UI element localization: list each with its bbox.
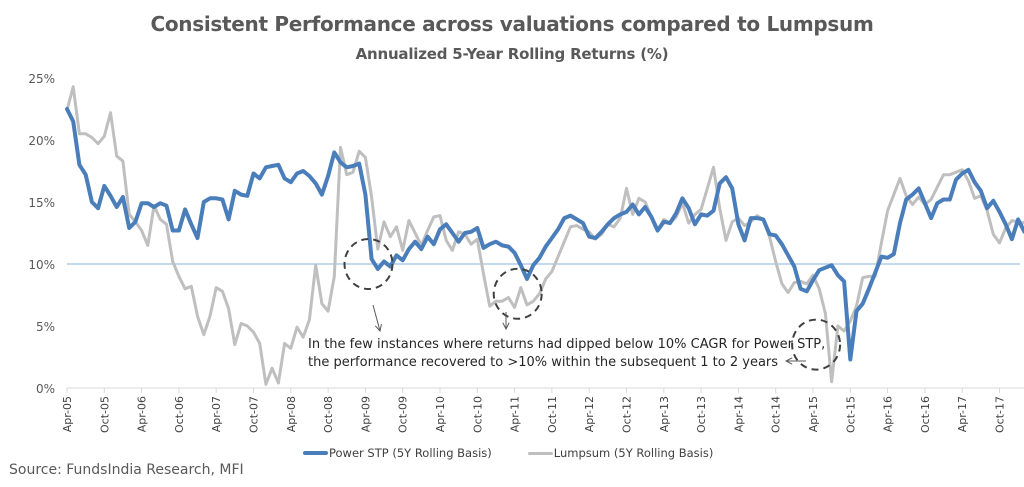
- annotation-line-1: In the few instances where returns had d…: [308, 337, 826, 352]
- x-tick-label: Oct-13: [695, 396, 708, 433]
- y-tick-label: 15%: [28, 196, 55, 210]
- arrow-shaft: [372, 304, 381, 332]
- x-tick-label: Oct-05: [98, 396, 111, 433]
- x-tick-label: Oct-10: [471, 396, 484, 433]
- arrow-head: [784, 357, 793, 365]
- x-tick-label: Apr-05: [61, 396, 74, 432]
- legend-swatch-power-stp: [303, 451, 328, 455]
- legend: Power STP (5Y Rolling Basis) Lumpsum (5Y…: [303, 446, 749, 460]
- x-tick-label: Apr-12: [583, 396, 596, 432]
- arrow-head: [502, 322, 510, 331]
- annotation-circle: [791, 318, 842, 371]
- x-tick-label: Apr-08: [285, 396, 298, 432]
- x-axis: Apr-05 Oct-05 Apr-06 Oct-06 Apr-07 Oct-07 Apr-…: [61, 387, 1024, 433]
- legend-label-power-stp: Power STP (5Y Rolling Basis): [329, 446, 492, 460]
- y-tick-label: 20%: [28, 134, 55, 148]
- y-axis: 0% 5% 10% 15% 20% 25%: [28, 72, 55, 396]
- y-tick-label: 0%: [36, 382, 55, 396]
- series-line-lumpsum: [65, 85, 1024, 386]
- annotation-text: In the few instances where returns had d…: [308, 336, 825, 372]
- annotation-circles: [343, 238, 842, 371]
- arrow-head: [374, 324, 382, 333]
- x-tick-label: Oct-06: [173, 396, 186, 433]
- x-tick-label: Oct-12: [621, 396, 634, 433]
- x-tick-label: Apr-13: [658, 396, 671, 432]
- chart-subtitle: Annualized 5-Year Rolling Returns (%): [355, 45, 669, 63]
- annotation-arrows: [372, 304, 806, 365]
- x-tick-label: Oct-09: [397, 396, 410, 433]
- annotation-circle: [492, 267, 543, 320]
- x-tick-label: Oct-15: [844, 396, 857, 433]
- x-tick-label: Apr-09: [359, 396, 372, 432]
- x-tick-label: Apr-16: [882, 396, 895, 432]
- legend-swatch-lumpsum: [527, 451, 553, 455]
- x-tick-label: Apr-17: [956, 396, 969, 432]
- x-tick-label: Apr-10: [434, 396, 447, 432]
- annotation-circle: [343, 238, 394, 290]
- source-note: Source: FundsIndia Research, MFI: [9, 462, 244, 478]
- series-line-power-stp: [65, 107, 1024, 362]
- legend-label-lumpsum: Lumpsum (5Y Rolling Basis): [553, 446, 714, 460]
- x-tick-label: Oct-14: [770, 396, 783, 433]
- x-tick-label: Apr-14: [732, 396, 745, 432]
- x-tick-label: Apr-11: [509, 396, 522, 432]
- x-tick-label: Apr-15: [807, 396, 820, 432]
- x-tick-label: Oct-11: [546, 396, 559, 433]
- annotation-line-2: the performance recovered to >10% within…: [308, 355, 779, 370]
- y-tick-label: 25%: [28, 72, 55, 86]
- x-tick-label: Oct-08: [322, 396, 335, 433]
- y-tick-label: 5%: [36, 320, 55, 334]
- y-tick-label: 10%: [28, 258, 55, 272]
- x-tick-label: Apr-07: [210, 396, 223, 432]
- x-tick-label: Oct-16: [919, 396, 932, 433]
- x-tick-label: Oct-17: [994, 396, 1007, 433]
- x-tick-label: Apr-06: [136, 396, 149, 432]
- legend-item-power-stp: Power STP (5Y Rolling Basis): [303, 446, 492, 460]
- chart-title: Consistent Performance across valuations…: [150, 12, 874, 36]
- legend-item-lumpsum: Lumpsum (5Y Rolling Basis): [527, 446, 714, 460]
- series-group: [65, 85, 1024, 386]
- x-tick-label: Oct-07: [248, 396, 261, 433]
